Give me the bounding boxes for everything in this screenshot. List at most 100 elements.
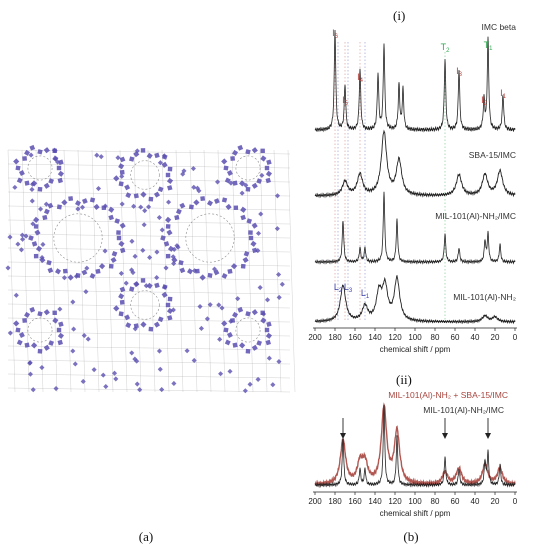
metal-node — [276, 359, 282, 365]
metal-node — [216, 302, 222, 308]
x-tick-label: 100 — [408, 497, 422, 506]
metal-node — [34, 229, 41, 236]
metal-node — [55, 268, 62, 275]
metal-node — [225, 203, 232, 211]
metal-node — [129, 238, 135, 244]
metal-node — [138, 204, 144, 210]
metal-node — [251, 222, 258, 229]
peak-label: T2 — [441, 42, 451, 54]
metal-node — [191, 184, 197, 190]
metal-node — [113, 376, 119, 382]
metal-node — [237, 306, 244, 313]
metal-node — [157, 186, 164, 193]
arrow-head — [442, 433, 448, 439]
metal-node — [232, 342, 238, 348]
metal-node — [207, 302, 213, 308]
metal-node — [132, 326, 138, 332]
arrow-head — [485, 433, 491, 439]
spectra-ii — [314, 402, 516, 489]
metal-node — [31, 241, 38, 247]
metal-node — [221, 320, 228, 327]
metal-node — [248, 235, 254, 241]
metal-node — [190, 165, 196, 172]
panel-i-label: (i) — [393, 8, 405, 23]
metal-node — [171, 246, 177, 252]
metal-node — [115, 155, 121, 161]
metal-node — [15, 165, 21, 171]
x-tick-label: 200 — [308, 497, 322, 506]
metal-node — [242, 388, 248, 394]
metal-node — [197, 304, 203, 310]
metal-node — [58, 321, 64, 327]
metal-node — [255, 376, 261, 382]
metal-node — [146, 204, 152, 210]
metal-node — [108, 214, 114, 221]
metal-node — [165, 172, 171, 178]
metal-node — [154, 282, 160, 289]
metal-node — [199, 274, 206, 281]
metal-node — [129, 267, 135, 273]
metal-node — [163, 265, 169, 271]
metal-node — [228, 318, 234, 324]
linker — [7, 163, 291, 169]
metal-node — [119, 201, 125, 207]
metal-node — [192, 268, 198, 274]
metal-node — [114, 218, 121, 224]
metal-node — [270, 382, 276, 388]
metal-node — [274, 226, 280, 232]
metal-node — [207, 272, 213, 278]
metal-node — [264, 297, 271, 303]
metal-node — [37, 149, 43, 155]
metal-node — [73, 273, 79, 279]
metal-node — [18, 332, 25, 338]
metal-node — [219, 305, 225, 311]
linker — [91, 149, 100, 393]
metal-node — [184, 348, 190, 354]
metal-node — [134, 381, 140, 387]
metal-node — [187, 268, 194, 275]
metal-node — [24, 149, 31, 156]
x-tick-label: 20 — [491, 333, 500, 342]
metal-node — [179, 202, 186, 209]
legend-mil101-imc: MIL-101(Al)-NH₂/IMC — [435, 211, 516, 221]
metal-node — [123, 280, 129, 286]
linker — [273, 149, 282, 393]
metal-node — [39, 365, 45, 371]
metal-node — [134, 281, 140, 287]
peak-label: I3 — [456, 66, 463, 78]
metal-node — [140, 278, 146, 283]
metal-node — [226, 170, 233, 176]
peak-label: I6 — [332, 28, 339, 40]
legend-mil101: MIL-101(Al)-NH₂ — [453, 292, 516, 302]
metal-node — [221, 158, 228, 165]
metal-node — [235, 296, 241, 302]
peak-label: T1 — [484, 40, 494, 52]
metal-node — [131, 203, 137, 209]
metal-node — [43, 182, 50, 189]
metal-node — [47, 202, 54, 209]
metal-node — [116, 235, 122, 241]
peak-label: I1 — [500, 88, 507, 100]
metal-node — [167, 185, 173, 191]
metal-node — [227, 368, 233, 374]
metal-node — [118, 270, 124, 276]
metal-node — [245, 186, 251, 192]
metal-node — [43, 344, 50, 351]
metal-node — [55, 159, 61, 165]
linker — [7, 247, 291, 253]
metal-node — [251, 182, 258, 189]
metal-node — [137, 387, 143, 393]
metal-node — [239, 342, 246, 349]
metal-node — [80, 378, 86, 385]
metal-node — [119, 173, 125, 179]
metal-node — [46, 259, 52, 266]
linker — [21, 149, 30, 393]
metal-node — [240, 214, 246, 221]
metal-node — [245, 149, 251, 155]
metal-node — [259, 172, 265, 178]
metal-node — [232, 149, 239, 156]
metal-node — [204, 316, 210, 322]
metal-node — [232, 180, 238, 186]
metal-node — [193, 199, 200, 206]
metal-node — [221, 197, 228, 203]
